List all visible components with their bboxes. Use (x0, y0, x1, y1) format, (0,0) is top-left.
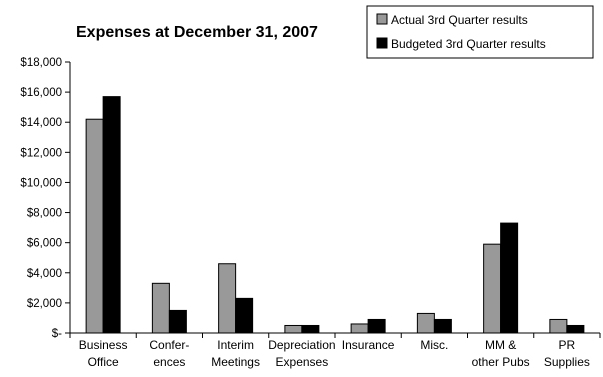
bar-budgeted (168, 309, 187, 334)
bar-budgeted (433, 318, 452, 334)
x-tick-label: PR (559, 338, 576, 352)
x-tick-label: other Pubs (472, 355, 530, 369)
y-tick-label: $6,000 (27, 238, 62, 250)
x-tick-label: Office (88, 355, 119, 369)
bars (85, 96, 585, 334)
x-tick-label: Supplies (544, 355, 590, 369)
y-tick-label: $12,000 (20, 147, 62, 159)
bar-actual (218, 263, 237, 334)
x-tick-label: Depreciation (268, 338, 335, 352)
bar-budgeted (235, 297, 254, 334)
y-tick-label: $8,000 (27, 208, 62, 220)
bar-actual (284, 324, 303, 334)
y-tick-label: $- (52, 328, 62, 340)
legend-swatch-actual (376, 13, 388, 25)
chart-title: Expenses at December 31, 2007 (76, 24, 318, 41)
x-tick-label: Confer- (149, 338, 189, 352)
bar-actual (416, 312, 435, 334)
legend-label-budgeted: Budgeted 3rd Quarter results (391, 37, 546, 51)
bar-budgeted (301, 324, 320, 334)
legend: Actual 3rd Quarter results Budgeted 3rd … (366, 5, 594, 59)
x-tick-label: Misc. (420, 338, 448, 352)
axes: $- $2,000 $4,000 $6,000 $8,000 $10,000 $12,000… (20, 57, 601, 369)
bar-actual (350, 323, 369, 334)
x-tick-label: ences (153, 355, 185, 369)
legend-box (366, 5, 594, 59)
bar-actual (549, 318, 568, 334)
x-tick-label: Insurance (342, 338, 395, 352)
x-tick-label: Business (79, 338, 128, 352)
y-tick-label: $18,000 (20, 57, 62, 69)
y-tick-label: $2,000 (27, 298, 62, 310)
bar-budgeted (566, 324, 585, 334)
y-tick-label: $10,000 (20, 177, 62, 189)
bar-budgeted (500, 222, 519, 334)
y-tick-label: $16,000 (20, 87, 62, 99)
bar-budgeted (367, 318, 386, 334)
y-tick-label: $14,000 (20, 117, 62, 129)
y-tick-label: $4,000 (27, 268, 62, 280)
bar-actual (151, 282, 170, 334)
bar-actual (483, 243, 502, 334)
x-tick-label: Expenses (276, 355, 329, 369)
x-tick-label: MM & (485, 338, 516, 352)
bar-budgeted (102, 96, 121, 334)
legend-label-actual: Actual 3rd Quarter results (391, 13, 528, 27)
bar-actual (85, 118, 104, 334)
legend-swatch-budgeted (376, 37, 388, 49)
x-tick-label: Interim (217, 338, 254, 352)
x-tick-label: Meetings (211, 355, 260, 369)
